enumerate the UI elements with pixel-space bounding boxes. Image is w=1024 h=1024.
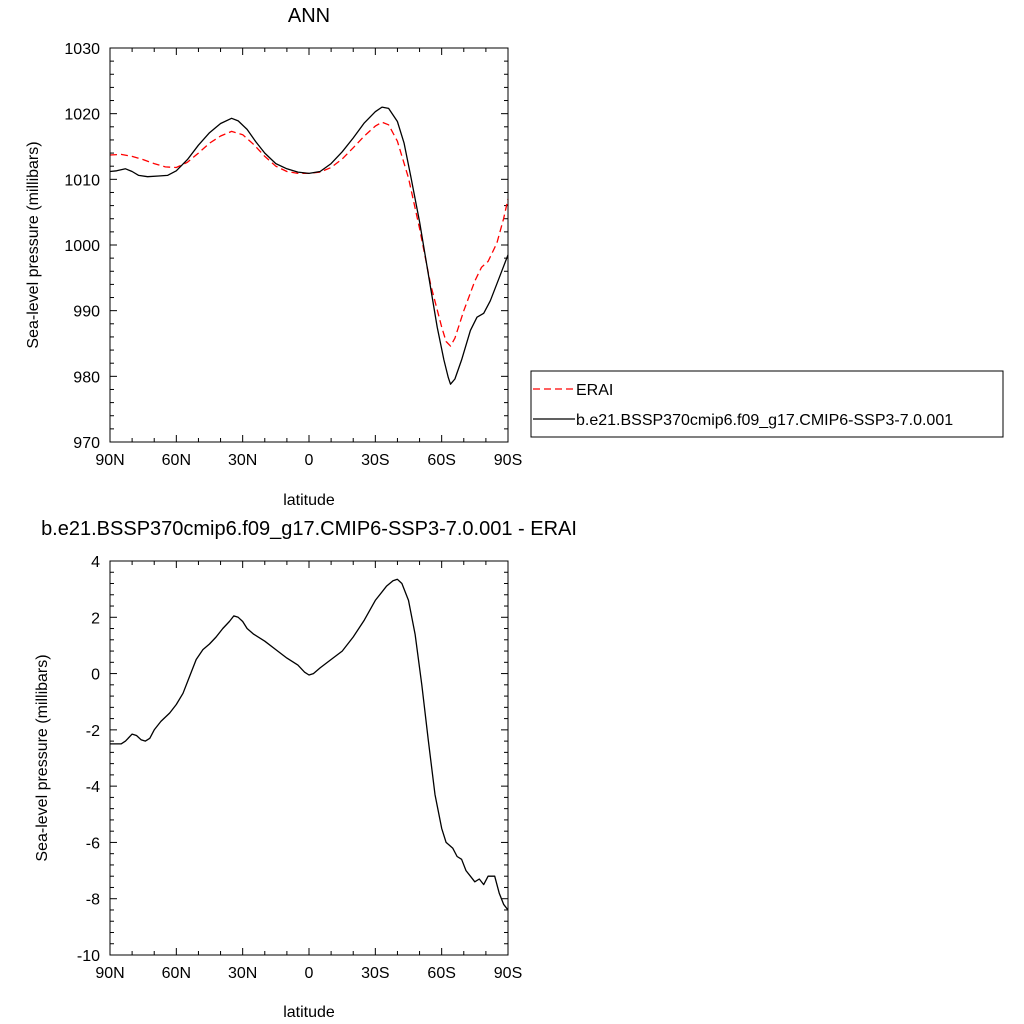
x-tick-label: 30N — [228, 965, 257, 982]
difference-line — [110, 578, 509, 911]
tick-marks — [109, 47, 509, 443]
y-axis-label: Sea-level pressure (millibars) — [34, 654, 51, 861]
climatology-panel: ANN 90N 60N 30N 0 30S 60S 90S 970 980 990 1000 101… — [25, 5, 1004, 509]
x-tick-label: 30S — [361, 452, 389, 469]
y-tick-label: -2 — [86, 723, 100, 740]
plot-frame — [109, 47, 509, 443]
y-axis-label: Sea-level pressure (millibars) — [25, 141, 42, 348]
x-tick-label: 90N — [95, 965, 124, 982]
x-tick-labels: 90N 60N 30N 0 30S 60S 90S — [95, 452, 522, 469]
y-tick-label: 980 — [73, 369, 100, 386]
y-tick-label: 0 — [91, 667, 100, 684]
x-tick-label: 90S — [494, 965, 522, 982]
x-tick-label: 60N — [162, 452, 191, 469]
x-tick-label: 60S — [427, 452, 455, 469]
erai-line — [109, 121, 509, 347]
y-tick-label: 1020 — [64, 107, 100, 124]
y-tick-label: -8 — [86, 892, 100, 909]
y-tick-label: -6 — [86, 835, 100, 852]
x-tick-labels: 90N 60N 30N 0 30S 60S 90S — [95, 965, 522, 982]
series-lines — [110, 578, 509, 911]
x-tick-label: 0 — [305, 965, 314, 982]
y-tick-label: 970 — [73, 435, 100, 452]
x-tick-label: 90S — [494, 452, 522, 469]
y-tick-label: 1000 — [64, 238, 100, 255]
tick-marks — [109, 560, 509, 956]
y-tick-label: 990 — [73, 304, 100, 321]
panel-title: b.e21.BSSP370cmip6.f09_g17.CMIP6-SSP3-7.… — [41, 518, 577, 540]
y-tick-label: 4 — [91, 554, 100, 571]
x-tick-label: 30S — [361, 965, 389, 982]
difference-panel: b.e21.BSSP370cmip6.f09_g17.CMIP6-SSP3-7.… — [34, 518, 577, 1021]
model-line — [109, 106, 509, 385]
plot-frame — [109, 560, 509, 956]
panel-title: ANN — [288, 5, 330, 27]
x-tick-label: 90N — [95, 452, 124, 469]
y-tick-label: -10 — [77, 948, 100, 965]
legend-label-model: b.e21.BSSP370cmip6.f09_g17.CMIP6-SSP3-7.… — [576, 412, 953, 429]
y-tick-labels: 970 980 990 1000 1010 1020 1030 — [64, 41, 100, 452]
legend: ERAI b.e21.BSSP370cmip6.f09_g17.CMIP6-SS… — [530, 370, 1004, 438]
x-axis-label: latitude — [283, 492, 335, 509]
legend-label-erai: ERAI — [576, 382, 613, 399]
x-tick-label: 0 — [305, 452, 314, 469]
legend-box — [530, 370, 1004, 438]
y-tick-labels: -10 -8 -6 -4 -2 0 2 4 — [77, 554, 100, 965]
series-lines — [109, 106, 509, 385]
x-tick-label: 60N — [162, 965, 191, 982]
y-tick-label: -4 — [86, 779, 100, 796]
y-tick-label: 1030 — [64, 41, 100, 58]
y-tick-label: 2 — [91, 610, 100, 627]
x-axis-label: latitude — [283, 1004, 335, 1021]
x-tick-label: 30N — [228, 452, 257, 469]
y-tick-label: 1010 — [64, 172, 100, 189]
x-tick-label: 60S — [427, 965, 455, 982]
